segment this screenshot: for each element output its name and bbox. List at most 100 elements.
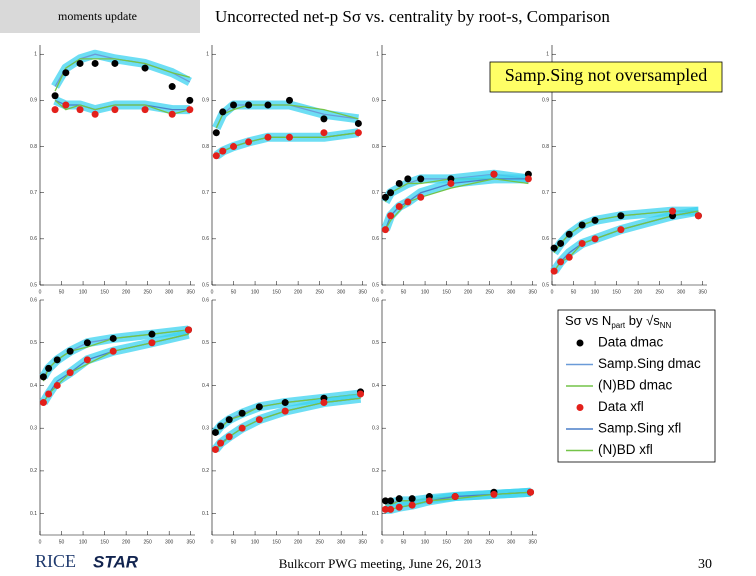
- x-tick-label: 100: [421, 289, 430, 295]
- data-point: [490, 170, 498, 178]
- y-tick-label: 0.6: [202, 297, 209, 303]
- x-tick-label: 300: [507, 539, 516, 545]
- error-band: [51, 49, 192, 89]
- model-line: [42, 333, 189, 403]
- data-point: [211, 446, 219, 454]
- x-tick-label: 200: [294, 539, 303, 545]
- model-line: [553, 210, 699, 272]
- panel: 0.5 0.6 0.7 0.8 0.9 1 0 50 100 150 200 250 300 350: [542, 45, 707, 295]
- data-point: [109, 347, 117, 355]
- data-point: [387, 497, 395, 505]
- data-point: [51, 92, 59, 100]
- annotation: Samp.Sing not oversampled: [505, 65, 707, 85]
- data-point: [76, 59, 84, 67]
- data-point: [62, 101, 70, 109]
- data-point: [404, 198, 412, 206]
- panel: 0.5 0.6 0.7 0.8 0.9 1 0 50 100 150 200 250 300 350: [30, 45, 195, 295]
- data-point: [387, 505, 395, 513]
- x-tick-label: 0: [39, 289, 42, 295]
- panel: 0.5 0.6 0.7 0.8 0.9 1 0 50 100 150 200 250 300 350: [372, 45, 537, 295]
- data-point: [694, 212, 702, 220]
- legend-title-part: by √s: [625, 313, 660, 328]
- x-tick-label: 0: [211, 539, 214, 545]
- y-tick-label: 0.8: [542, 144, 549, 150]
- data-point: [565, 230, 573, 238]
- data-point: [141, 106, 149, 114]
- data-point: [245, 101, 253, 109]
- data-point: [425, 497, 433, 505]
- x-tick-label: 200: [464, 539, 473, 545]
- data-point: [591, 235, 599, 243]
- data-point: [320, 399, 328, 407]
- y-tick-label: 0.1: [202, 511, 209, 517]
- legend-label: Samp.Sing dmac: [598, 356, 701, 371]
- data-point: [387, 189, 395, 197]
- x-tick-label: 250: [655, 289, 664, 295]
- y-tick-label: 0.3: [372, 426, 379, 432]
- page-number: 30: [698, 557, 712, 572]
- data-point: [51, 106, 59, 114]
- x-tick-label: 100: [251, 539, 260, 545]
- legend-marker: [576, 339, 584, 347]
- x-tick-label: 250: [143, 289, 152, 295]
- y-tick-label: 1: [376, 52, 379, 58]
- x-tick-label: 50: [401, 289, 407, 295]
- x-tick-label: 250: [315, 289, 324, 295]
- y-tick-label: 0.8: [30, 144, 37, 150]
- data-point: [219, 108, 227, 116]
- x-tick-label: 50: [231, 539, 237, 545]
- panel: 0.1 0.2 0.3 0.4 0.5 0.6 0 50 100 150 200 250 300 350: [202, 297, 367, 545]
- y-tick-label: 0.5: [30, 282, 37, 288]
- y-tick-label: 1: [34, 52, 37, 58]
- data-point: [557, 258, 565, 266]
- data-point: [230, 101, 238, 109]
- charts: 0.50.60.70.80.910 50 100 150 200 250 300 3500.5…: [30, 45, 707, 545]
- y-tick-label: 0.6: [542, 236, 549, 242]
- data-point: [669, 207, 677, 215]
- footer: Bulkcorr PWG meeting, June 26, 2013: [279, 556, 482, 571]
- y-tick-label: 0.4: [202, 383, 209, 389]
- legend-title: Sσ vs Npart by √sNN: [565, 313, 671, 330]
- data-point: [417, 175, 425, 183]
- legend-marker: [576, 404, 584, 411]
- y-tick-label: 0.5: [30, 340, 37, 346]
- data-point: [320, 115, 328, 123]
- x-tick-label: 250: [315, 539, 324, 545]
- x-tick-label: 50: [59, 539, 65, 545]
- data-point: [53, 381, 61, 389]
- legend-label: Samp.Sing xfl: [598, 421, 681, 436]
- y-tick-label: 0.5: [542, 282, 549, 288]
- data-point: [381, 497, 389, 505]
- data-point: [217, 439, 225, 447]
- data-point: [245, 138, 253, 146]
- x-tick-label: 350: [699, 289, 708, 295]
- y-tick-label: 0.6: [30, 236, 37, 242]
- y-tick-label: 0.5: [372, 340, 379, 346]
- legend-label: Data xfl: [598, 399, 644, 414]
- x-tick-label: 200: [122, 289, 131, 295]
- data-point: [264, 101, 272, 109]
- y-tick-label: 0.6: [372, 297, 379, 303]
- data-point: [186, 106, 194, 114]
- data-point: [354, 129, 362, 137]
- x-tick-label: 150: [612, 289, 621, 295]
- data-point: [550, 244, 558, 252]
- data-point: [617, 226, 625, 234]
- data-point: [281, 399, 289, 407]
- y-tick-label: 0.7: [202, 190, 209, 196]
- x-tick-label: 350: [187, 289, 196, 295]
- data-point: [527, 488, 535, 496]
- y-tick-label: 0.3: [202, 426, 209, 432]
- x-tick-label: 50: [59, 289, 65, 295]
- data-point: [381, 505, 389, 513]
- panel: 0.1 0.2 0.3 0.4 0.5 0.6 0 50 100 150 200 250 300 350: [372, 297, 537, 545]
- data-point: [408, 501, 416, 509]
- legend-label: (N)BD dmac: [598, 378, 673, 393]
- data-point: [357, 390, 365, 398]
- x-tick-label: 350: [359, 289, 368, 295]
- y-tick-label: 0.9: [202, 98, 209, 104]
- data-point: [395, 203, 403, 211]
- data-point: [255, 416, 263, 424]
- data-point: [148, 339, 156, 347]
